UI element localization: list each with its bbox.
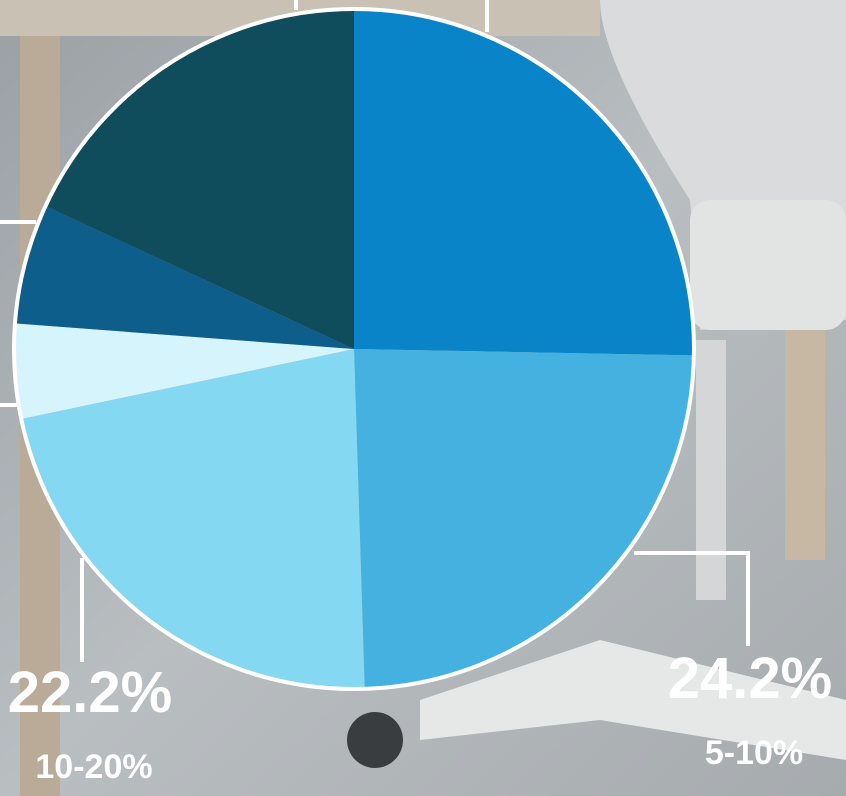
pie-slice <box>354 349 694 689</box>
category-label: 10-20% <box>35 748 152 786</box>
category-label: 5-10% <box>705 734 803 772</box>
leader-line <box>634 551 750 646</box>
pie-slice <box>45 9 355 349</box>
value-label: 24.2% <box>668 646 832 711</box>
pie <box>12 7 696 691</box>
pie-slice <box>21 349 365 689</box>
pie-slice <box>354 9 694 356</box>
chair-wheel <box>347 712 403 768</box>
chair-seat <box>690 200 846 330</box>
chair-base <box>420 640 846 760</box>
pie-outline <box>12 7 696 691</box>
value-label: 22.2% <box>8 660 172 725</box>
chair-post <box>696 340 726 600</box>
pie-slice <box>13 323 354 419</box>
pie-slice <box>14 206 355 349</box>
